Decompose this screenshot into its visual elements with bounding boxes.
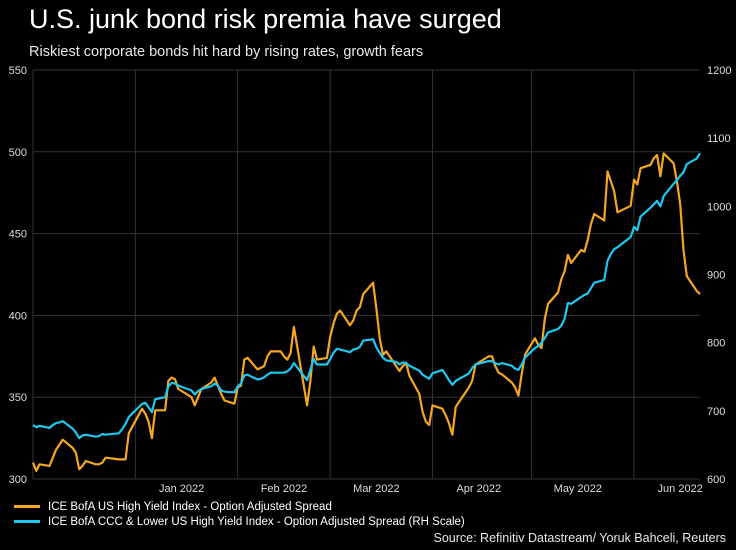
x-tick-label: Jun 2022	[658, 483, 703, 495]
legend-label-hy: ICE BofA US High Yield Index - Option Ad…	[48, 500, 332, 513]
y-left-tick-label: 500	[9, 147, 27, 159]
chart-subtitle: Riskiest corporate bonds hit hard by ris…	[29, 44, 424, 60]
y-right-tick-label: 1000	[707, 201, 731, 213]
x-tick-label: Apr 2022	[456, 483, 501, 495]
legend-item-hy: ICE BofA US High Yield Index - Option Ad…	[14, 499, 465, 514]
source-note: Source: Refinitiv Datastream/ Yoruk Bahc…	[433, 531, 727, 545]
legend-swatch-ccc	[14, 520, 40, 523]
y-left-tick-label: 450	[9, 229, 27, 241]
x-tick-label: Mar 2022	[353, 483, 399, 495]
y-left-tick-label: 550	[9, 65, 27, 77]
legend-swatch-hy	[14, 505, 40, 508]
y-left-tick-label: 400	[9, 310, 27, 322]
legend-label-ccc: ICE BofA CCC & Lower US High Yield Index…	[48, 515, 465, 528]
x-tick-label: Jan 2022	[159, 483, 204, 495]
x-tick-label: Feb 2022	[261, 483, 307, 495]
legend-item-ccc: ICE BofA CCC & Lower US High Yield Index…	[14, 514, 465, 529]
y-right-tick-label: 900	[707, 270, 725, 282]
y-right-tick-label: 1100	[707, 133, 731, 145]
y-right-tick-label: 700	[707, 406, 725, 418]
y-right-tick-label: 600	[707, 474, 725, 486]
y-left-tick-label: 300	[9, 474, 27, 486]
y-right-tick-label: 800	[707, 338, 725, 350]
y-right-tick-label: 1200	[707, 65, 731, 77]
series-line-hy	[31, 152, 701, 472]
series-line-ccc	[32, 152, 701, 440]
y-left-tick-label: 350	[9, 392, 27, 404]
x-tick-label: May 2022	[554, 483, 602, 495]
legend: ICE BofA US High Yield Index - Option Ad…	[14, 499, 465, 529]
chart-title: U.S. junk bond risk premia have surged	[29, 4, 502, 34]
